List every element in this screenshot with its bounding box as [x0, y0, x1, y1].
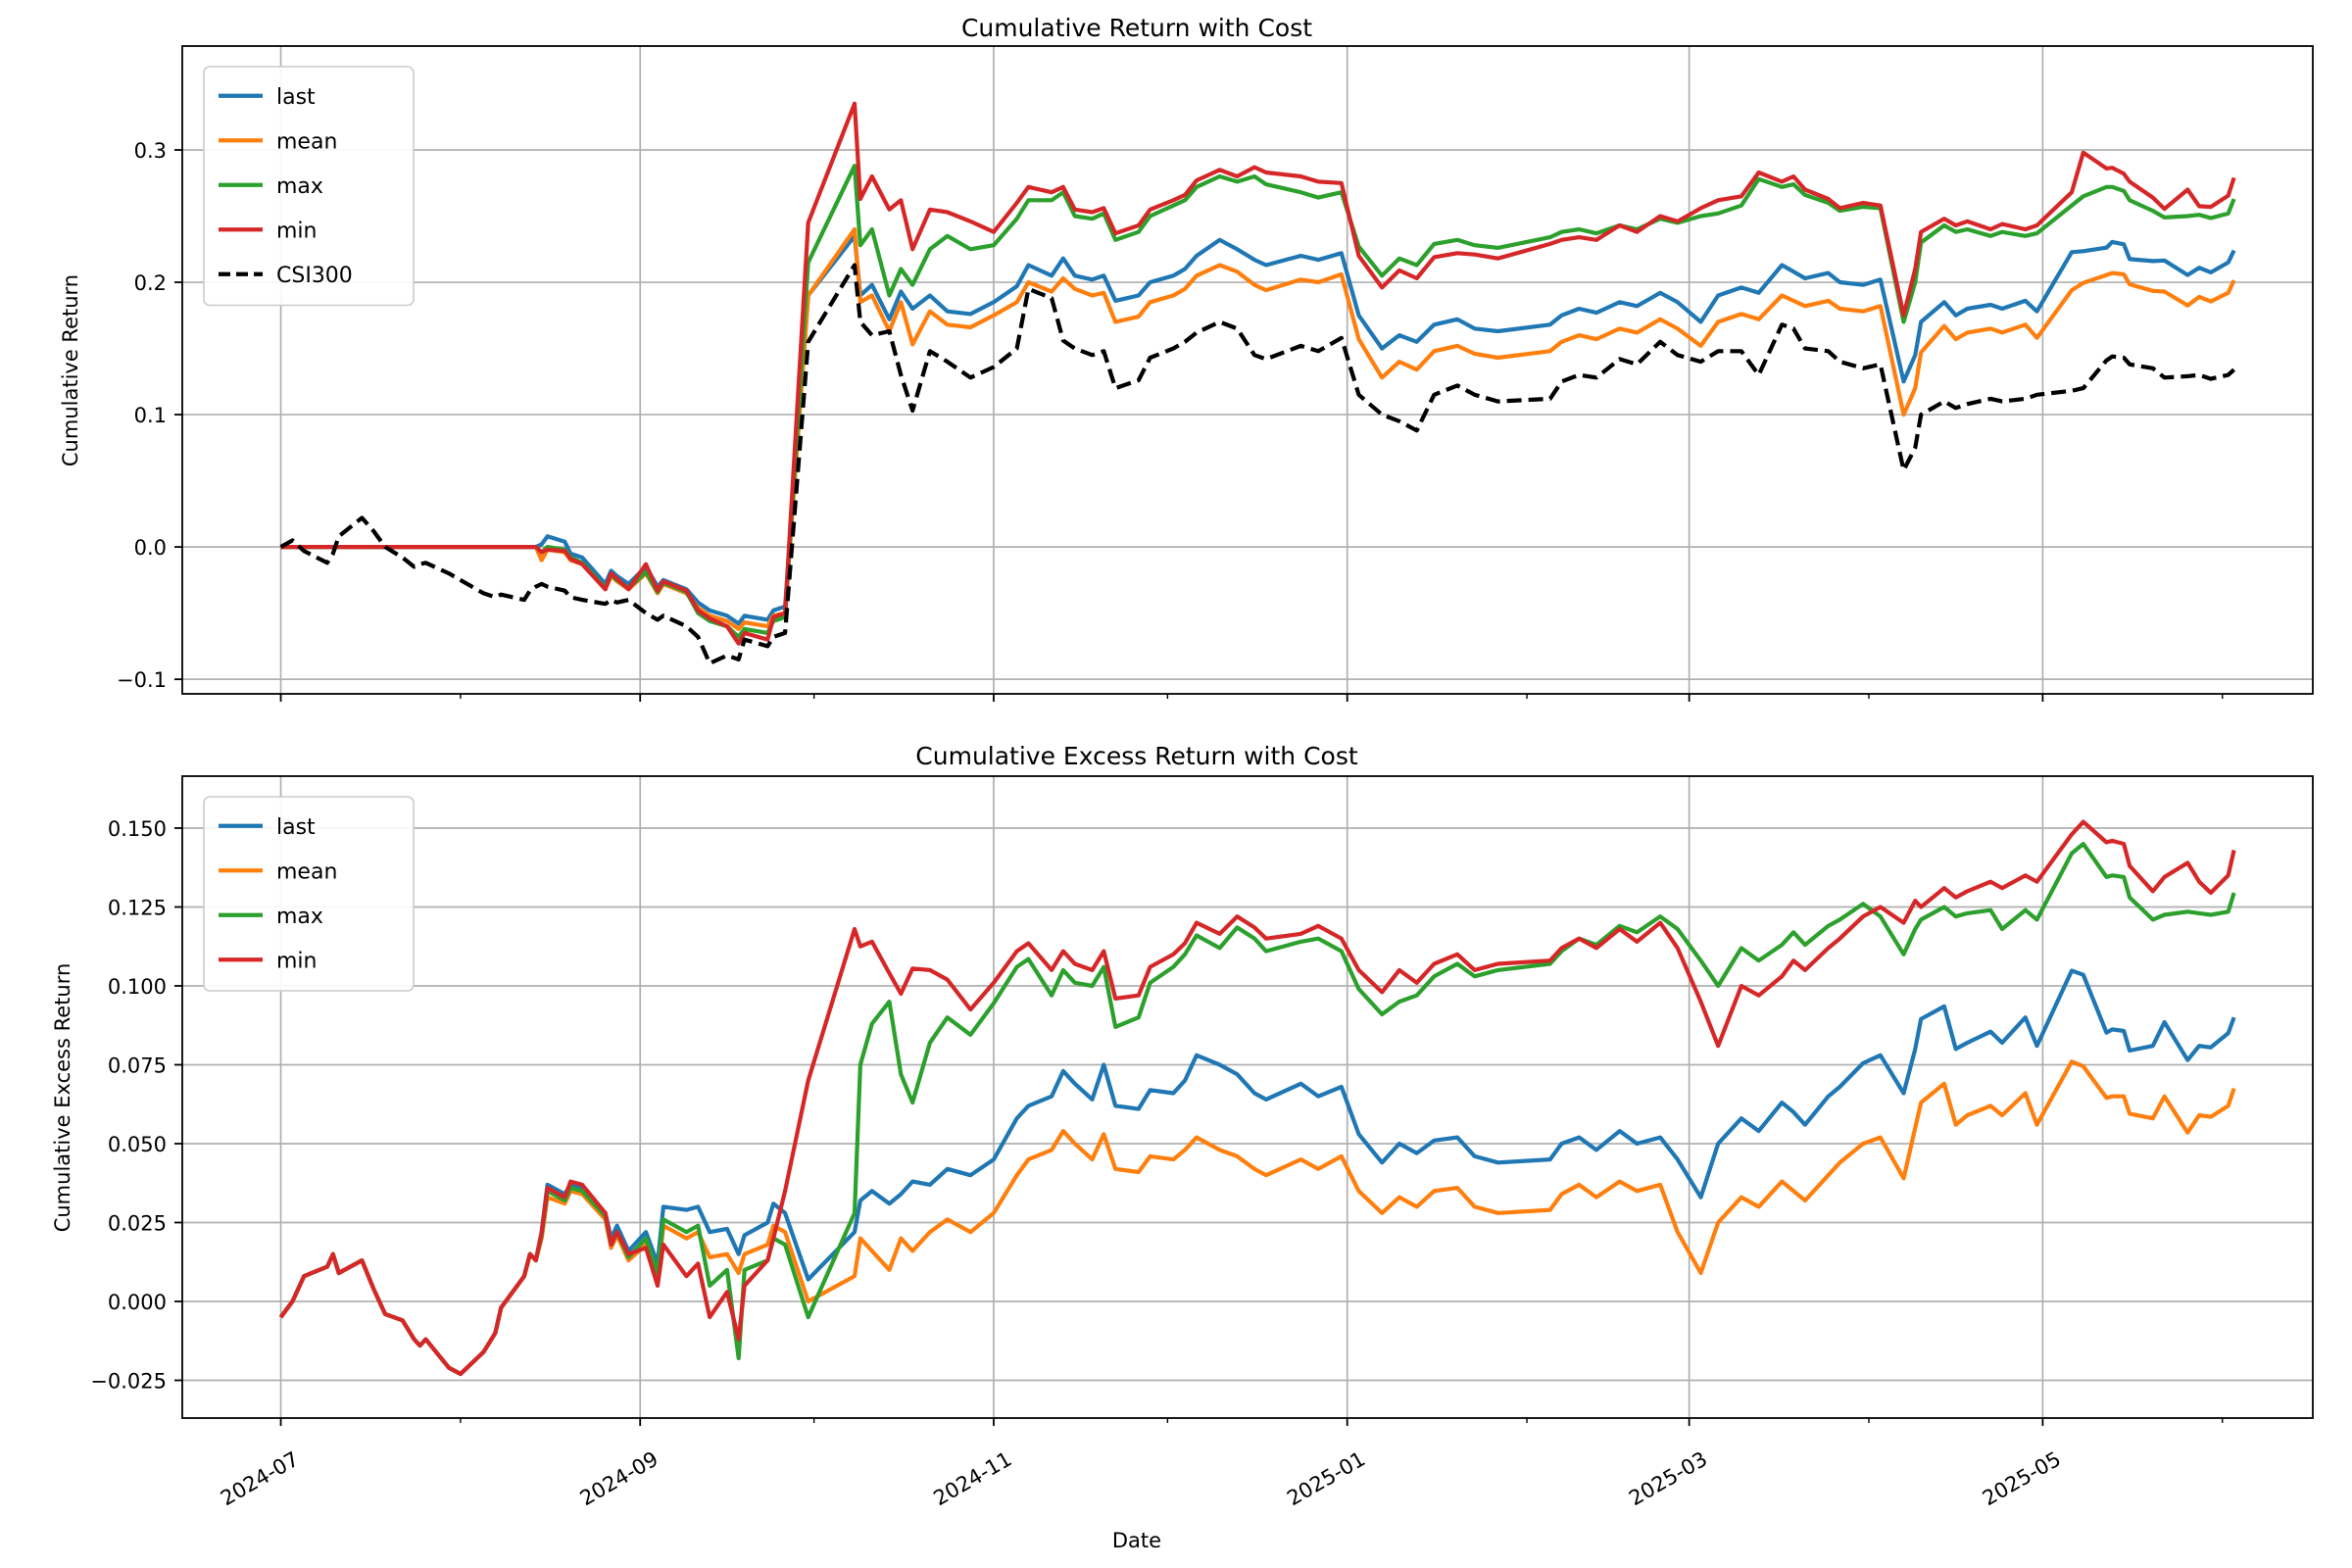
- series-CSI300: [279, 263, 2236, 665]
- y-tick-label: −0.1: [117, 668, 167, 692]
- y-tick-label: 0.050: [108, 1133, 167, 1156]
- grid: [182, 776, 2313, 1418]
- x-tick-label: 2025-01: [1283, 1447, 1369, 1511]
- series-max: [280, 164, 2236, 639]
- legend-label-mean: mean: [276, 129, 337, 154]
- legend-label-mean: mean: [276, 859, 337, 884]
- legend-label-max: max: [276, 174, 323, 199]
- plot-border: [181, 45, 2314, 695]
- x-axis-label: Date: [1111, 1529, 1162, 1552]
- legend-label-last: last: [276, 815, 316, 840]
- y-tick-label: 0.3: [134, 139, 167, 163]
- y-tick-label: 0.125: [108, 896, 167, 919]
- y-tick-label: −0.025: [90, 1369, 167, 1393]
- x-tick-label: 2025-03: [1625, 1447, 1711, 1511]
- grid: [182, 46, 2313, 694]
- legend-label-last: last: [276, 85, 316, 110]
- legend-label-min: min: [276, 219, 318, 243]
- series-last: [280, 233, 2236, 626]
- bottom-chart-title: Cumulative Excess Return with Cost: [915, 742, 1358, 770]
- y-tick-label: 0.100: [108, 975, 167, 999]
- x-tick-label: 2024-11: [929, 1447, 1015, 1511]
- y-tick-label: 0.2: [134, 271, 167, 295]
- series-mean: [278, 1059, 2236, 1377]
- y-tick-label: 0.150: [108, 817, 167, 841]
- y-tick-label: 0.025: [108, 1211, 167, 1235]
- series-max: [278, 842, 2236, 1377]
- axes-top: 0.3 0.2 0.1 0.0 −0.1 last mean max min CSI300: [117, 45, 2314, 702]
- legend-label-min: min: [276, 949, 318, 973]
- axes-bottom: 0.150 0.125 0.100 0.075 0.050 0.025 0.000 −0.02…: [90, 775, 2314, 1511]
- series-lines: [279, 101, 2236, 665]
- y-tick-label: 0.1: [134, 404, 167, 427]
- legend: last mean max min CSI300: [203, 66, 415, 307]
- series-mean: [280, 226, 2236, 631]
- series-min: [280, 101, 2236, 646]
- top-chart-title: Cumulative Return with Cost: [960, 14, 1313, 42]
- y-tick-label: 0.000: [108, 1291, 167, 1314]
- x-tick-label: 2025-05: [1979, 1447, 2065, 1511]
- legend-box: [203, 796, 415, 992]
- y-tick-label: 0.075: [108, 1054, 167, 1077]
- legend: last mean max min: [203, 796, 415, 992]
- legend-label-CSI300: CSI300: [276, 264, 353, 288]
- series-min: [278, 819, 2236, 1377]
- legend-box: [203, 66, 415, 307]
- ticks: 0.3 0.2 0.1 0.0 −0.1: [117, 139, 2224, 702]
- plot-border: [181, 775, 2314, 1419]
- y-tick-label: 0.0: [134, 536, 167, 560]
- x-tick-label: 2024-09: [576, 1447, 662, 1511]
- series-lines: [278, 819, 2236, 1377]
- legend-label-max: max: [276, 905, 323, 929]
- x-tick-label: 2024-07: [217, 1447, 303, 1511]
